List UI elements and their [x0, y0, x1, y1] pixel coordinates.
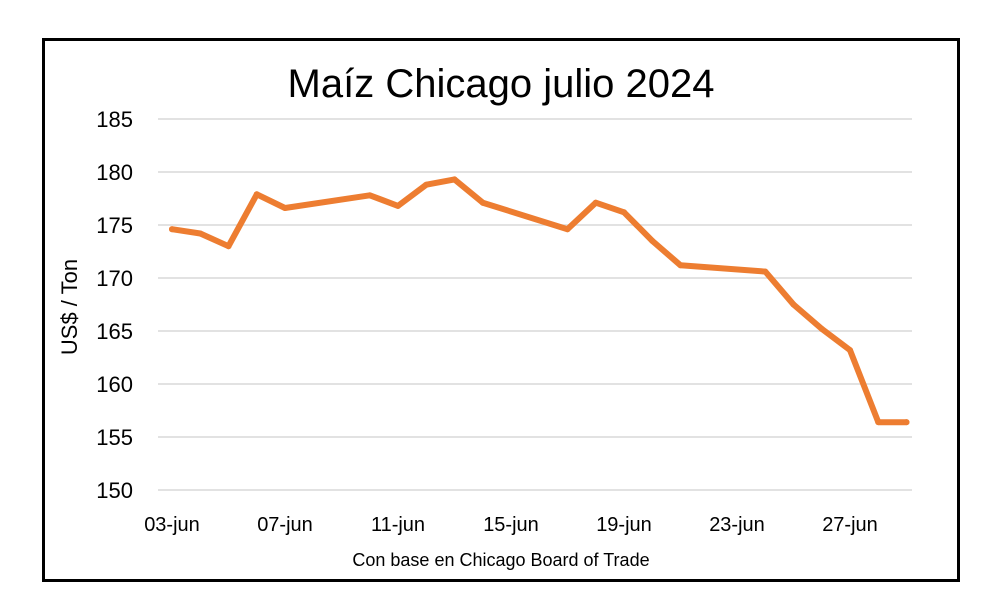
- data-point: 07-jun: 176.6: [282, 205, 288, 212]
- data-point: 27-jun: 163.2: [847, 347, 853, 354]
- y-tick-label: 170: [96, 266, 133, 291]
- x-tick-labels: 03-jun 07-jun 11-jun 15-jun 19-jun 23-jun 27-j…: [144, 514, 878, 536]
- series-line: [169, 176, 910, 426]
- data-point: 14-jun: 177.1: [479, 199, 486, 206]
- data-point: 12-jun: 178.8: [423, 181, 430, 188]
- data-point: 03-jun: 174.6: [169, 226, 175, 233]
- y-tick-label: 160: [96, 372, 133, 397]
- data-point: 28-jun: 156.4: [903, 419, 910, 426]
- chart-frame: [42, 38, 960, 582]
- y-tick-labels: 150 155 160 165 170 175 180 185: [96, 107, 133, 503]
- data-point: 26-jun: 165.2: [818, 325, 825, 332]
- y-tick-label: 150: [96, 478, 133, 503]
- x-tick-label: 03-jun: [144, 514, 200, 536]
- data-point: 04-jun: 174.2: [197, 230, 204, 237]
- x-tick-label: 15-jun: [483, 514, 539, 536]
- data-point: 17-jun: 174.6: [564, 226, 571, 233]
- y-tick-label: 165: [96, 319, 133, 344]
- chart-title: Maíz Chicago julio 2024: [287, 62, 715, 106]
- data-point: 11-jun: 176.8: [395, 202, 401, 209]
- y-tick-label: 185: [96, 107, 133, 132]
- x-tick-label: 27-jun: [822, 514, 878, 536]
- data-point: 25-jun: 167.5: [790, 301, 797, 308]
- data-point: 05-jun: 173: [225, 243, 232, 250]
- grid-lines: [158, 118, 912, 491]
- data-point: 20-jun: 173.5: [649, 237, 656, 244]
- x-tick-label: 07-jun: [257, 514, 313, 536]
- x-tick-label: 23-jun: [709, 514, 765, 536]
- data-point: 06-jun: 177.9: [253, 191, 260, 198]
- x-tick-label: 11-jun: [371, 514, 425, 536]
- x-tick-label: 19-jun: [596, 514, 652, 536]
- data-point: 19-jun: 176.2: [621, 209, 627, 216]
- y-tick-label: 180: [96, 160, 133, 185]
- series-layer: 03-jun: 174.6 04-jun: 174.2 05-jun: 173 06-…: [169, 176, 910, 426]
- data-point: 28-jun: 156.4: [875, 419, 882, 426]
- data-point: 18-jun: 177.1: [592, 199, 599, 206]
- y-tick-label: 155: [96, 425, 133, 450]
- data-point: 24-jun: 170.6: [762, 268, 769, 275]
- data-point: 10-jun: 177.8: [366, 192, 373, 199]
- chart-caption: Con base en Chicago Board of Trade: [352, 550, 650, 570]
- data-point: 21-jun: 171.2: [677, 262, 684, 269]
- y-tick-label: 175: [96, 213, 133, 238]
- data-point: 13-jun: 179.3: [451, 176, 458, 183]
